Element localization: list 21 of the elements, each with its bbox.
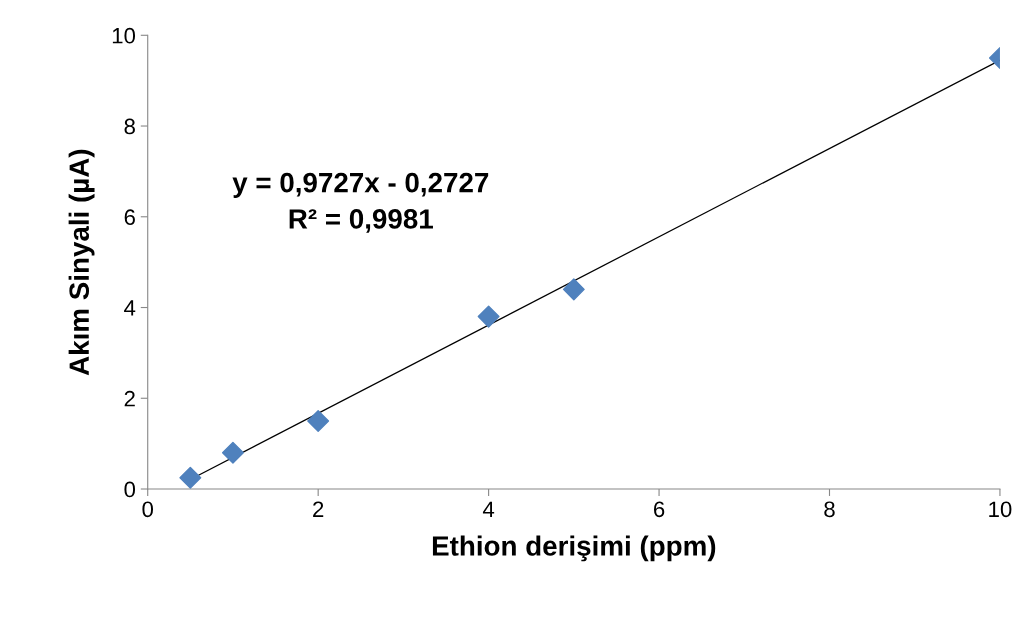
y-axis-title: Akım Sinyali (µA) <box>68 149 95 376</box>
point <box>562 278 585 301</box>
y-tick-label: 6 <box>124 209 135 226</box>
x-tick-label: 0 <box>142 501 154 518</box>
point <box>179 466 202 489</box>
y-tick-label: 8 <box>124 118 135 135</box>
x-tick-label: 4 <box>482 501 495 517</box>
x-tick-label: 8 <box>824 501 835 518</box>
point <box>477 305 500 328</box>
x-tick-label: 6 <box>654 501 665 518</box>
x-axis-title: Ethion derişimi (ppm) <box>432 535 716 562</box>
point <box>221 441 244 464</box>
y-tick-label: 10 <box>112 27 136 44</box>
y-tick-label: 0 <box>124 481 136 498</box>
y-tick-label: 2 <box>124 390 135 407</box>
annotation: y = 0,9727x - 0,2727 <box>232 172 489 198</box>
point <box>307 409 330 432</box>
x-tick-label: 10 <box>989 501 1012 518</box>
x-tick-label: 2 <box>313 501 324 517</box>
y-tick-label: 4 <box>124 300 136 316</box>
annotation: R² = 0,9981 <box>289 209 433 233</box>
